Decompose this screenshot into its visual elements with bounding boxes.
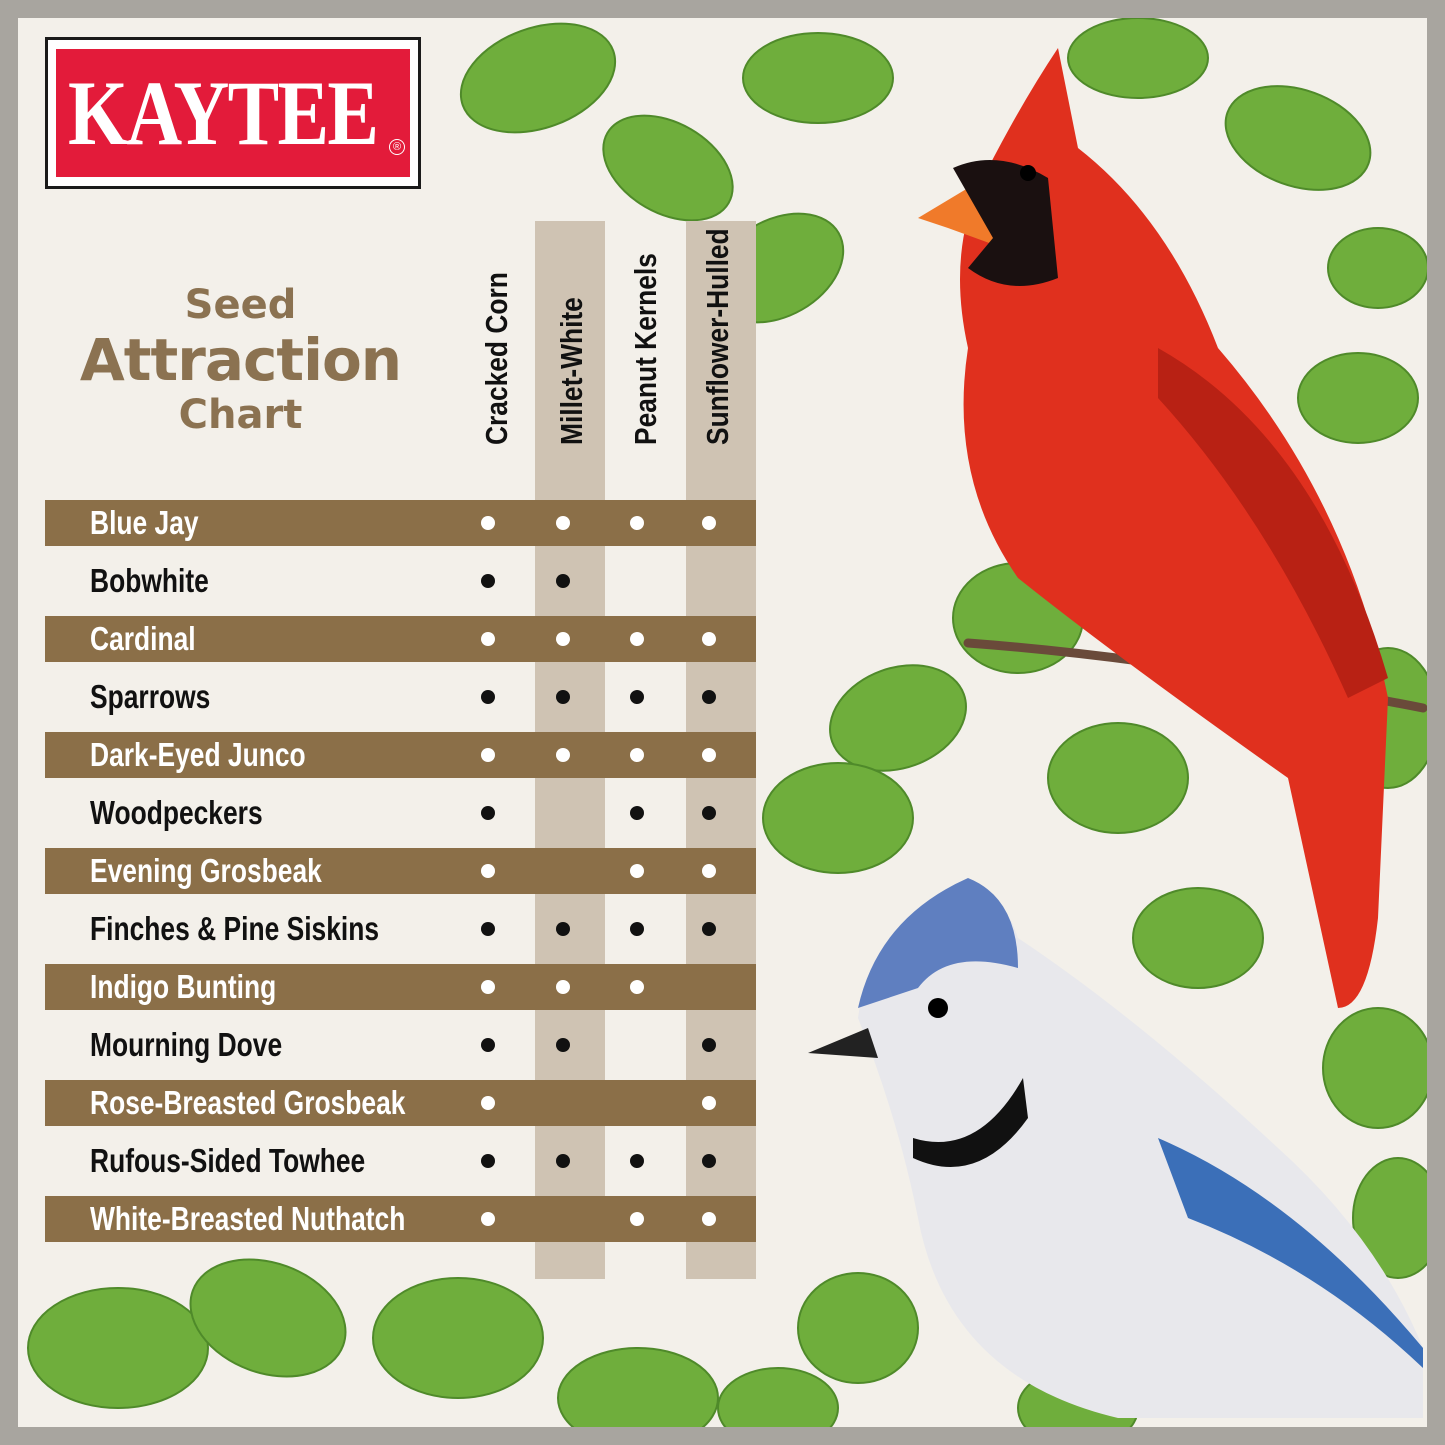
bird-name: Rufous-Sided Towhee (90, 1142, 366, 1179)
bird-name: Indigo Bunting (90, 968, 277, 1005)
bird-name: Woodpeckers (90, 794, 263, 831)
attraction-dot (630, 1154, 644, 1168)
bird-name: Bobwhite (90, 562, 209, 599)
table-row: Rufous-Sided Towhee (45, 1126, 756, 1196)
column-header-label: Peanut Kernels (628, 253, 663, 445)
table-row: Woodpeckers (45, 778, 756, 848)
attraction-dot (481, 1154, 495, 1168)
attraction-dot (556, 1154, 570, 1168)
attraction-dot (630, 690, 644, 704)
table-row: Indigo Bunting (45, 964, 756, 1010)
logo-text: KAYTEE (68, 62, 379, 164)
attraction-dot (481, 748, 495, 762)
attraction-dot (630, 922, 644, 936)
column-header-label: Cracked Corn (479, 272, 514, 445)
attraction-dot (556, 632, 570, 646)
bird-name: Evening Grosbeak (90, 852, 322, 889)
attraction-dot (481, 922, 495, 936)
attraction-dot (556, 748, 570, 762)
attraction-dot (481, 632, 495, 646)
column-header-label: Sunflower-Hulled (700, 228, 735, 445)
bird-illustration (27, 18, 1427, 1427)
table-row: Dark-Eyed Junco (45, 732, 756, 778)
table-row: Blue Jay (45, 500, 756, 546)
table-row: Evening Grosbeak (45, 848, 756, 894)
table-row: Sparrows (45, 662, 756, 732)
column-header-sunflower-hulled: Sunflower-Hulled (683, 221, 753, 479)
bird-name: Finches & Pine Siskins (90, 910, 380, 947)
attraction-dot (481, 690, 495, 704)
attraction-dot (702, 922, 716, 936)
attraction-dot (556, 574, 570, 588)
title-line-1: Seed (184, 282, 297, 328)
cardinal-bird (918, 48, 1388, 1008)
attraction-dot (481, 1038, 495, 1052)
registered-mark: ® (389, 139, 405, 155)
attraction-dot (702, 806, 716, 820)
attraction-dot (556, 1038, 570, 1052)
attraction-dot (702, 516, 716, 530)
attraction-dot (481, 516, 495, 530)
title-line-3: Chart (178, 392, 303, 438)
attraction-dot (481, 574, 495, 588)
column-header-label: Millet-White (554, 297, 589, 445)
attraction-dot (556, 980, 570, 994)
column-header-peanut-kernels: Peanut Kernels (611, 221, 681, 479)
bird-name: Blue Jay (90, 504, 199, 541)
bird-name: Dark-Eyed Junco (90, 736, 306, 773)
attraction-dot (556, 922, 570, 936)
table-row: White-Breasted Nuthatch (45, 1196, 756, 1242)
attraction-dot (702, 632, 716, 646)
attraction-dot (630, 748, 644, 762)
table-row: Finches & Pine Siskins (45, 894, 756, 964)
attraction-dot (702, 748, 716, 762)
attraction-dot (702, 1212, 716, 1226)
attraction-dot (630, 1212, 644, 1226)
bird-name: White-Breasted Nuthatch (90, 1200, 406, 1237)
table-row: Bobwhite (45, 546, 756, 616)
attraction-dot (702, 1096, 716, 1110)
title-line-2: Attraction (79, 326, 402, 394)
table-row: Rose-Breasted Grosbeak (45, 1080, 756, 1126)
attraction-dot (702, 690, 716, 704)
attraction-dot (556, 516, 570, 530)
blue-jay-bird (808, 878, 1423, 1418)
attraction-dot (630, 632, 644, 646)
attraction-dot (630, 980, 644, 994)
column-header-cracked-corn: Cracked Corn (462, 221, 532, 479)
attraction-dot (481, 980, 495, 994)
attraction-dot (481, 864, 495, 878)
attraction-dot (702, 864, 716, 878)
kaytee-logo: KAYTEE ® (45, 37, 421, 189)
bird-name: Sparrows (90, 678, 211, 715)
attraction-dot (630, 864, 644, 878)
attraction-dot (481, 1096, 495, 1110)
infographic-canvas: KAYTEE ® Seed Attraction Chart Cracked C… (18, 18, 1427, 1427)
attraction-dot (630, 516, 644, 530)
attraction-dot (702, 1154, 716, 1168)
bird-name: Cardinal (90, 620, 196, 657)
table-row: Mourning Dove (45, 1010, 756, 1080)
column-header-millet-white: Millet-White (537, 221, 607, 479)
table-row: Cardinal (45, 616, 756, 662)
bird-name: Mourning Dove (90, 1026, 283, 1063)
attraction-dot (702, 1038, 716, 1052)
attraction-dot (481, 1212, 495, 1226)
bird-name: Rose-Breasted Grosbeak (90, 1084, 406, 1121)
attraction-dot (481, 806, 495, 820)
attraction-dot (630, 806, 644, 820)
attraction-dot (556, 690, 570, 704)
